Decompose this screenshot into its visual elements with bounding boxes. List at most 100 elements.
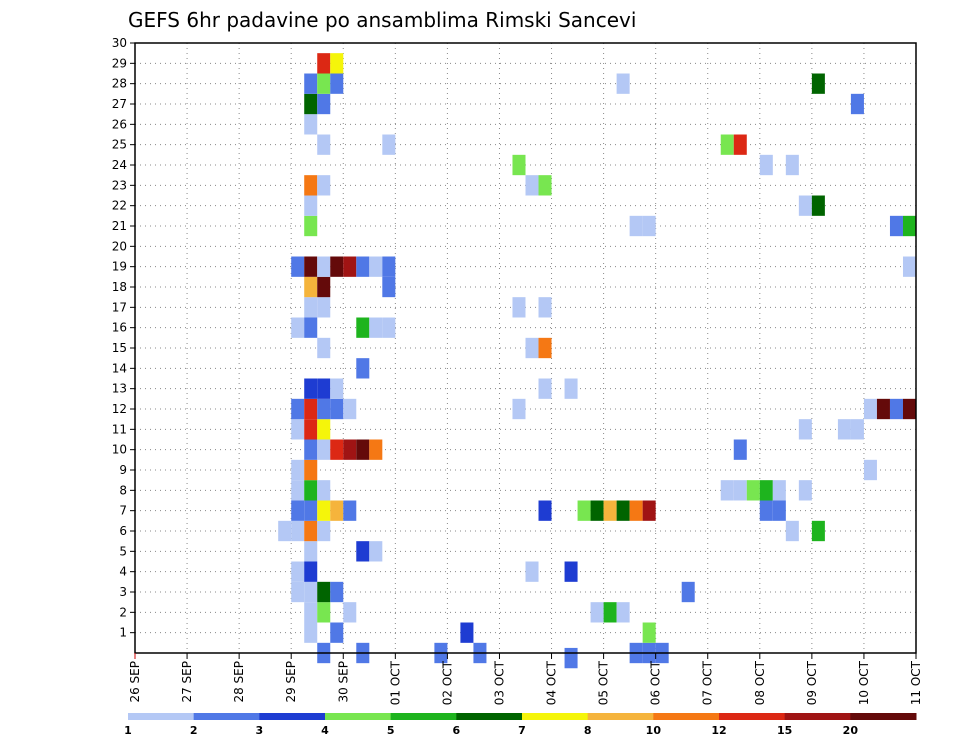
heatmap-cell (304, 500, 318, 521)
heatmap-cell (343, 398, 357, 420)
heatmap-cell (304, 317, 318, 338)
y-tick-label: 28 (112, 77, 127, 91)
heatmap-cell (642, 622, 656, 643)
heatmap-cell (759, 154, 773, 176)
y-tick-label: 4 (119, 565, 127, 579)
heatmap-cells (278, 53, 916, 669)
heatmap-cell (304, 459, 318, 481)
heatmap-cell (291, 419, 305, 440)
heatmap-cell (317, 134, 331, 155)
heatmap-cell (304, 215, 318, 237)
colorbar-label: 20 (843, 724, 859, 737)
heatmap-cell (330, 378, 344, 399)
heatmap-cell (291, 480, 305, 501)
heatmap-cell (330, 256, 344, 277)
heatmap-cell (629, 500, 643, 521)
y-tick-label: 1 (119, 626, 127, 640)
heatmap-cell (538, 297, 552, 318)
heatmap-cell (317, 398, 331, 420)
heatmap-cell (317, 276, 331, 298)
colorbar-label: 4 (321, 724, 329, 737)
colorbar-label: 6 (453, 724, 461, 737)
heatmap-cell (369, 256, 383, 277)
y-tick-label: 13 (112, 382, 127, 396)
heatmap-cell (304, 419, 318, 440)
x-tick-label: 26 SEP (128, 661, 142, 703)
heatmap-cell (798, 195, 812, 216)
heatmap-cell (811, 73, 825, 94)
colorbar-label: 3 (256, 724, 264, 737)
y-tick-label: 20 (112, 239, 127, 253)
heatmap-cell (317, 500, 331, 521)
heatmap-cell (356, 317, 370, 338)
heatmap-cell (317, 297, 331, 318)
heatmap-cell (356, 541, 370, 562)
x-tick-label: 08 OCT (753, 660, 767, 705)
heatmap-cell (629, 215, 643, 237)
heatmap-cell (369, 541, 383, 562)
colorbar-swatch (587, 713, 654, 720)
heatmap-cell (304, 378, 318, 399)
heatmap-cell (525, 175, 539, 196)
colorbar-label: 15 (777, 724, 792, 737)
heatmap-cell (746, 480, 760, 501)
y-tick-label: 10 (112, 443, 127, 457)
heatmap-cell (317, 73, 331, 94)
heatmap-cell (577, 500, 591, 521)
y-tick-label: 26 (112, 117, 127, 131)
heatmap-cell (304, 520, 318, 542)
heatmap-cell (538, 378, 552, 399)
y-tick-label: 6 (119, 524, 127, 538)
colorbar-label: 10 (646, 724, 662, 737)
x-tick-label: 06 OCT (649, 660, 663, 705)
heatmap-cell (850, 93, 864, 115)
heatmap-cell (785, 154, 799, 176)
colorbar-label: 12 (711, 724, 726, 737)
heatmap-cell (863, 398, 877, 420)
heatmap-cell (317, 53, 331, 74)
heatmap-cell (317, 337, 331, 359)
y-tick-label: 12 (112, 402, 127, 416)
heatmap-cell (304, 114, 318, 135)
heatmap-cell (382, 317, 396, 338)
y-tick-label: 16 (112, 321, 127, 335)
heatmap-cell (902, 215, 916, 237)
heatmap-cell (889, 398, 903, 420)
colorbar-swatch (784, 713, 851, 720)
heatmap-cell (772, 480, 786, 501)
y-tick-label: 18 (112, 280, 127, 294)
heatmap-cell (369, 317, 383, 338)
heatmap-cell (343, 602, 357, 623)
colorbar-swatch (456, 713, 523, 720)
colorbar-swatch (128, 713, 195, 720)
x-tick-label: 28 SEP (232, 661, 246, 703)
heatmap-cell (291, 500, 305, 521)
heatmap-cell (590, 602, 604, 623)
heatmap-cell (720, 480, 734, 501)
colorbar-label: 8 (584, 724, 592, 737)
heatmap-cell (304, 602, 318, 623)
y-tick-label: 17 (112, 300, 127, 314)
heatmap-cell (317, 581, 331, 603)
heatmap-cell (317, 93, 331, 115)
heatmap-cell (733, 439, 747, 460)
x-tick-label: 11 OCT (909, 660, 923, 705)
heatmap-cell (356, 256, 370, 277)
heatmap-cell (343, 500, 357, 521)
heatmap-cell (304, 622, 318, 643)
heatmap-cell (512, 154, 526, 176)
heatmap-cell (811, 520, 825, 542)
heatmap-cell (538, 175, 552, 196)
heatmap-cell (304, 439, 318, 460)
heatmap-cell (304, 175, 318, 196)
y-tick-label: 23 (112, 178, 127, 192)
heatmap-cell (460, 622, 474, 643)
colorbar-swatch (259, 713, 326, 720)
heatmap-cell (681, 581, 695, 603)
heatmap-cell (785, 520, 799, 542)
colorbar-swatch (193, 713, 260, 720)
x-tick-label: 27 SEP (180, 661, 194, 703)
heatmap-cell (369, 439, 383, 460)
heatmap-cell (512, 297, 526, 318)
